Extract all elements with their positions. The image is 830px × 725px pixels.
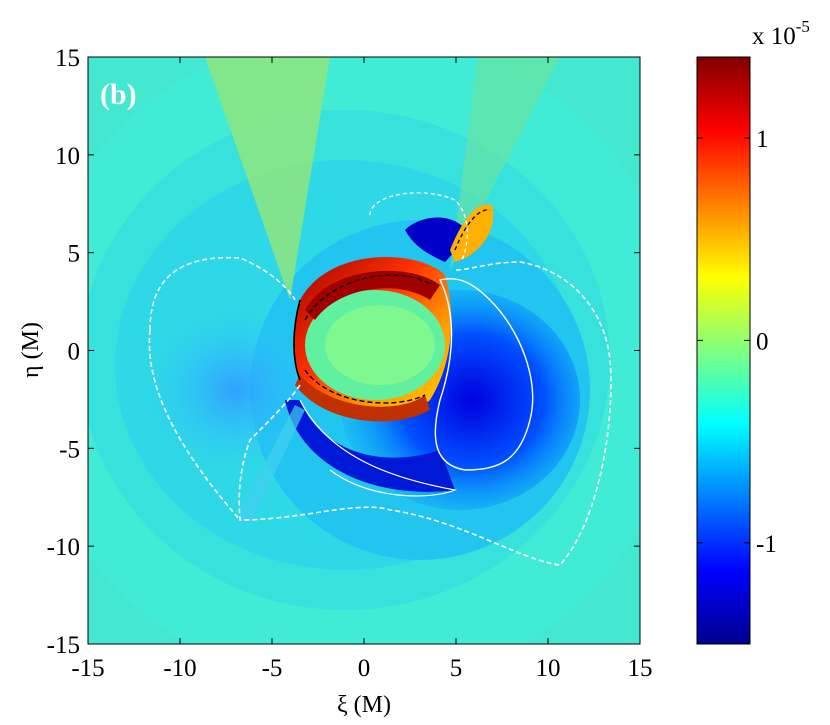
x-tick-label-3: 0	[358, 655, 371, 682]
ring-upper-arc	[305, 270, 440, 320]
x-tick-label-2: -5	[262, 655, 283, 682]
colorbar-multiplier: x 10-5	[752, 17, 810, 50]
contour-line	[434, 278, 534, 471]
colorbar	[696, 56, 751, 645]
colorbar-tick-label-1: 0	[756, 328, 769, 355]
y-tick-label-4: 5	[68, 241, 81, 268]
heatmap-plot-area	[88, 57, 640, 644]
contour-line-inner	[304, 369, 426, 404]
x-tick-label-1: -10	[163, 655, 196, 682]
y-tick-label-5: 10	[55, 143, 80, 170]
y-tick-label-2: -5	[59, 436, 80, 463]
y-tick-label-0: -15	[47, 632, 80, 659]
ring-center	[325, 305, 435, 385]
y-tick-label-6: 15	[55, 45, 80, 72]
y-tick-label-3: 0	[68, 339, 81, 366]
contour-line	[369, 192, 469, 261]
colorbar-tick-label-2: 1	[756, 126, 769, 153]
colorbar-tick-label-0: -1	[756, 531, 777, 558]
x-tick-label-5: 10	[536, 655, 561, 682]
blue-region	[285, 400, 455, 492]
x-tick-label-0: -15	[71, 655, 104, 682]
contour-line-inner	[304, 274, 433, 321]
x-axis-label: ξ (M)	[337, 692, 391, 718]
x-axis: -15 -10 -5 0 5 10 15	[71, 57, 653, 682]
y-axis: -15 -10 -5 0 5 10 15	[47, 45, 640, 659]
left-blue-region	[145, 310, 325, 470]
contour-line-inner	[293, 299, 301, 381]
colorbar-multiplier-base: x 10	[752, 23, 796, 50]
contour-line	[149, 256, 612, 566]
contour-line	[148, 329, 241, 521]
ring-lower-arc	[295, 375, 430, 422]
colorbar-multiplier-exponent: -5	[796, 17, 810, 36]
upper-right-lobe	[450, 204, 494, 262]
contour-line	[299, 399, 458, 497]
y-tick-label-1: -10	[47, 534, 80, 561]
colorbar-ticks: -1 0 1	[697, 126, 777, 558]
wedge-region	[205, 57, 330, 300]
panel-label: (b)	[100, 78, 137, 111]
y-axis-label: η (M)	[18, 322, 44, 378]
wedge-region	[235, 405, 305, 525]
x-tick-label-4: 5	[450, 655, 463, 682]
x-tick-label-6: 15	[628, 655, 653, 682]
